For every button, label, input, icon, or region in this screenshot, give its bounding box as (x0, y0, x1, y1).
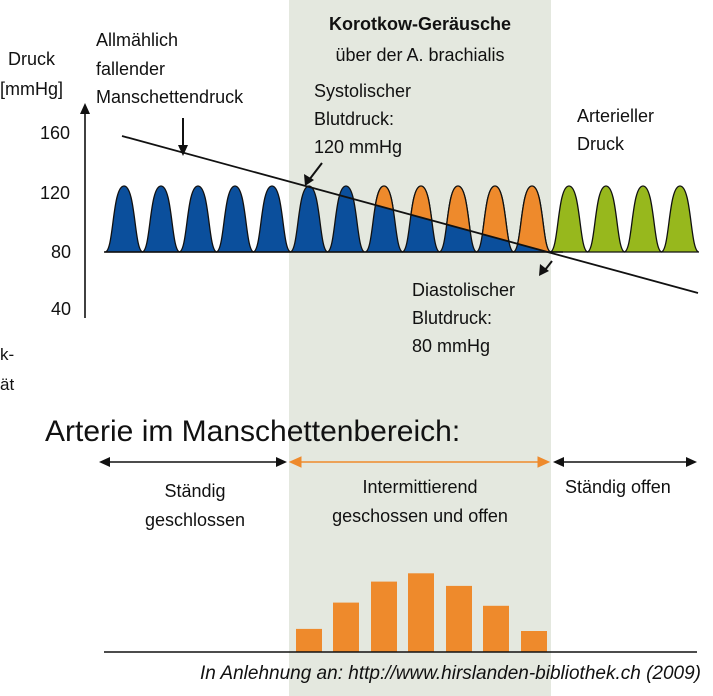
artery-closed-label: Ständig (164, 481, 226, 501)
y-axis-unit: [mmHg] (0, 79, 63, 99)
cut-off-label-fragment: k- (0, 345, 15, 364)
sound-intensity-bar (483, 605, 509, 652)
sound-intensity-bar (333, 602, 359, 652)
cuff-pressure-label: Manschettendruck (96, 87, 244, 107)
artery-intermittent-label: Intermittierend (362, 477, 478, 497)
cuff-pressure-line (121, 135, 699, 294)
y-axis-arrowhead (80, 103, 90, 114)
pulse-wave (326, 185, 366, 253)
pulse-wave (549, 185, 589, 253)
diastolic-label: Blutdruck: (412, 308, 493, 328)
pulse-wave (252, 185, 292, 253)
cut-off-label-fragment: ät (0, 375, 15, 394)
pulse-wave (660, 185, 700, 253)
pulse-wave (178, 185, 218, 253)
cuff-pointer-arrowhead (178, 145, 188, 156)
korotkoff-title: Korotkow-Geräusche (328, 14, 512, 34)
systolic-label: Blutdruck: (314, 109, 395, 129)
sound-intensity-bar (408, 573, 434, 653)
artery-open-label: Ständig offen (565, 477, 671, 497)
pulse-wave (289, 185, 329, 253)
arterial-pressure-label: Druck (577, 134, 625, 154)
sound-intensity-bar (296, 628, 322, 652)
intermittent-range-arrow (288, 456, 551, 468)
sound-intensity-bar (521, 631, 547, 652)
sound-intensity-bar (446, 585, 472, 653)
diastolic-value: 80 mmHg (412, 336, 491, 356)
pulse-wave (104, 185, 144, 253)
open-range-arrow (553, 457, 697, 467)
pulse-waves (104, 185, 700, 253)
arterial-pressure-label: Arterieller (577, 106, 655, 126)
pulse-wave (623, 185, 663, 253)
systolic-label: Systolischer (314, 81, 412, 101)
y-tick-label: 40 (51, 299, 72, 319)
artery-closed-label: geschlossen (144, 510, 246, 530)
pulse-wave-audible-part (512, 185, 552, 253)
diastolic-pointer-arrow (544, 260, 553, 271)
y-axis-title: Druck (8, 49, 56, 69)
artery-section-title: Arterie im Manschettenbereich: (45, 415, 461, 448)
systolic-pointer-arrow (308, 162, 323, 181)
cuff-pressure-label: fallender (96, 59, 166, 79)
sound-intensity-bar (371, 581, 397, 652)
sound-intensity-bars (296, 573, 547, 653)
y-tick-label: 160 (40, 123, 71, 143)
y-tick-label: 120 (40, 183, 71, 203)
pulse-wave (141, 185, 181, 253)
systolic-value: 120 mmHg (314, 137, 403, 157)
korotkoff-subtitle: über der A. brachialis (335, 45, 505, 65)
y-tick-label: 80 (51, 242, 72, 262)
source-caption: In Anlehnung an: http://www.hirslanden-b… (200, 663, 701, 684)
cuff-pressure-label: Allmählich (96, 30, 179, 50)
diastolic-label: Diastolischer (412, 280, 516, 300)
pulse-wave (586, 185, 626, 253)
pulse-wave (215, 185, 255, 253)
systolic-pointer-arrowhead (304, 174, 314, 186)
artery-intermittent-label: geschossen und offen (332, 506, 508, 526)
diastolic-pointer-arrowhead (539, 264, 549, 276)
closed-range-arrow (99, 457, 287, 467)
